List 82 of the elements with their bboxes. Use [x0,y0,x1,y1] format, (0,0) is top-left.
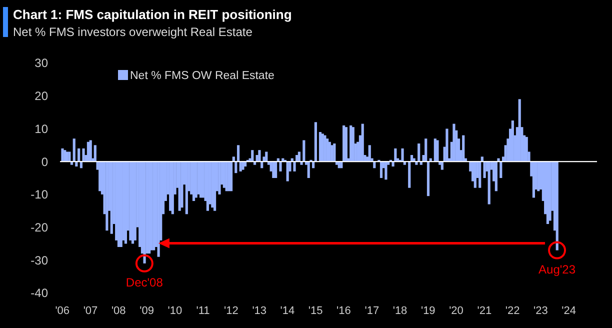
chart-title: Chart 1: FMS capitulation in REIT positioning [13,7,292,22]
chart-subtitle: Net % FMS investors overweight Real Estate [13,25,253,39]
bar [86,142,90,162]
bar [326,138,329,162]
bar [401,148,404,162]
annotation: Dec'08 [126,275,164,290]
x-tick-label: '06 [55,305,70,317]
x-tick-label: '20 [449,305,464,317]
bar [446,128,448,162]
bar [265,152,268,162]
bar [440,162,444,170]
bar [314,122,317,162]
bar [556,162,558,250]
bar [342,125,346,162]
bar [213,162,216,211]
bar [272,162,275,178]
bar [106,162,108,231]
bar [333,144,336,162]
bar [408,162,411,188]
bar [68,152,71,162]
bar [511,120,514,162]
bar [368,145,371,162]
x-tick-label: '14 [280,305,295,317]
bar [230,162,233,192]
x-tick-label: '07 [83,305,98,317]
y-tick-label: -30 [30,253,48,268]
bar [532,162,535,198]
x-tick-label: '24 [562,305,576,317]
x-tick-label: '23 [534,305,548,317]
bar [89,140,92,162]
bar [206,162,209,211]
bar [279,162,282,172]
bar [426,162,430,196]
bar [462,135,465,162]
y-tick-label: 20 [34,89,48,104]
y-tick-label: -40 [30,286,48,300]
bar [236,145,240,162]
bar [384,162,388,180]
bar [251,150,254,162]
bar [180,162,184,208]
bar [478,162,482,188]
bar [318,132,322,162]
x-tick-label: '10 [168,305,182,317]
x-tick-label: '18 [392,305,408,317]
bar [452,124,456,162]
bar [298,152,301,162]
bar [242,162,244,170]
bar [218,162,221,194]
bar [424,138,428,162]
bar [488,162,490,204]
bar [494,162,498,192]
x-tick-label: '08 [111,305,126,317]
y-tick-label: -10 [30,188,48,202]
x-tick-label: '19 [420,305,436,317]
y-tick-label: -20 [30,220,48,234]
x-tick-label: '22 [505,305,520,317]
x-tick-label: '17 [364,305,380,317]
y-tick-label: 30 [34,56,48,70]
x-tick-label: '09 [140,305,154,317]
y-tick-label: 0 [41,154,48,169]
bar [98,162,102,192]
bar [361,124,364,162]
bar [169,162,172,211]
bar [380,162,383,178]
x-tick-label: '12 [224,305,238,317]
legend-label: Net % FMS OW Real Estate [130,70,274,82]
x-tick-label: '16 [336,305,351,317]
x-tick-label: '21 [477,305,492,317]
y-tick-label: 10 [34,122,48,136]
bar [500,162,502,178]
annotation: Aug'23 [538,262,576,276]
bar [344,127,348,162]
bar [78,148,80,162]
bar [436,140,439,162]
x-tick-label: '13 [252,305,267,317]
bar [307,162,310,178]
x-tick-label: '11 [196,305,210,317]
x-tick-label: '15 [308,305,323,317]
bar [418,144,420,162]
bar [274,162,278,178]
bar [302,140,306,162]
bar [61,148,64,162]
